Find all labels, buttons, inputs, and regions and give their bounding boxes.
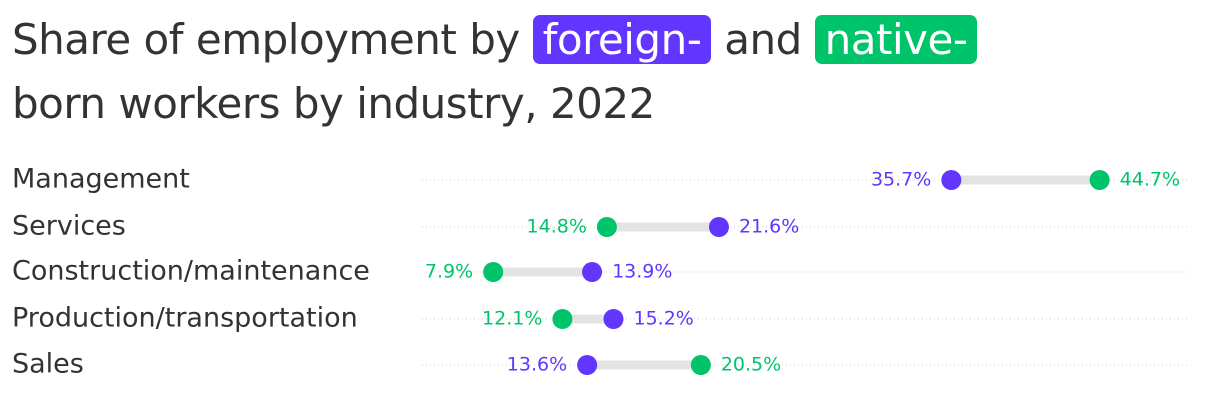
value-label: 15.2% [633,308,693,330]
legend-entry: native- [814,15,978,64]
dot [483,262,504,282]
value-label: 12.1% [482,308,542,330]
dot [603,309,624,329]
legend-entry: foreign- [532,15,712,64]
title-part: and [724,15,802,64]
dot [552,309,573,329]
value-label: 21.6% [739,216,799,238]
dot [690,355,711,375]
value-label: 44.7% [1120,169,1180,191]
title-part: born workers by industry, 2022 [12,79,655,128]
title-part: Share of employment by [12,15,520,64]
category-label: Production/transportation [12,303,358,334]
category-label: Management [12,164,190,195]
chart-title: Share of employment by foreign- and nati… [12,8,1212,136]
dot [941,170,962,190]
dot [596,217,617,237]
category-label: Services [12,211,126,242]
category-label: Sales [12,349,84,380]
value-label: 13.9% [612,261,672,283]
dot [577,355,598,375]
value-label: 13.6% [507,354,567,376]
value-label: 35.7% [871,169,931,191]
dot [1089,170,1110,190]
category-label: Construction/maintenance [12,256,370,287]
dot [708,217,729,237]
value-label: 20.5% [721,354,781,376]
value-label: 7.9% [425,261,473,283]
value-label: 14.8% [527,216,587,238]
dot [582,262,603,282]
